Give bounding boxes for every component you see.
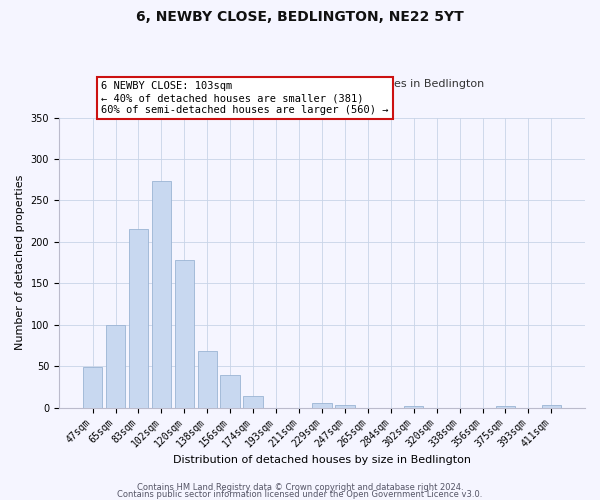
Title: Size of property relative to detached houses in Bedlington: Size of property relative to detached ho… bbox=[160, 79, 485, 89]
Bar bbox=[106, 325, 125, 407]
Y-axis label: Number of detached properties: Number of detached properties bbox=[15, 175, 25, 350]
Bar bbox=[175, 260, 194, 408]
Bar bbox=[335, 405, 355, 407]
Text: 6 NEWBY CLOSE: 103sqm
← 40% of detached houses are smaller (381)
60% of semi-det: 6 NEWBY CLOSE: 103sqm ← 40% of detached … bbox=[101, 82, 388, 114]
Bar bbox=[496, 406, 515, 407]
Text: Contains HM Land Registry data © Crown copyright and database right 2024.: Contains HM Land Registry data © Crown c… bbox=[137, 484, 463, 492]
Bar bbox=[312, 403, 332, 407]
Bar bbox=[244, 396, 263, 407]
Bar bbox=[128, 230, 148, 408]
Bar bbox=[152, 182, 171, 408]
X-axis label: Distribution of detached houses by size in Bedlington: Distribution of detached houses by size … bbox=[173, 455, 471, 465]
Bar bbox=[83, 367, 103, 408]
Text: 6, NEWBY CLOSE, BEDLINGTON, NE22 5YT: 6, NEWBY CLOSE, BEDLINGTON, NE22 5YT bbox=[136, 10, 464, 24]
Bar bbox=[197, 352, 217, 408]
Bar bbox=[220, 374, 240, 408]
Bar bbox=[404, 406, 424, 407]
Text: Contains public sector information licensed under the Open Government Licence v3: Contains public sector information licen… bbox=[118, 490, 482, 499]
Bar bbox=[542, 405, 561, 407]
